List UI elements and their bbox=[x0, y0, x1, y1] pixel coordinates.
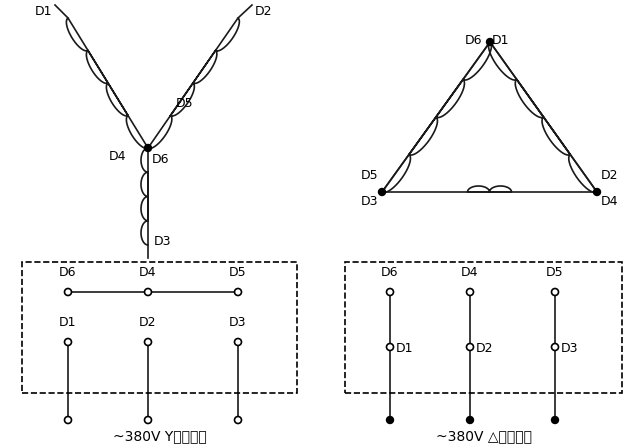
Text: D2: D2 bbox=[601, 169, 618, 182]
Bar bbox=[612, 0, 640, 18]
Circle shape bbox=[65, 289, 72, 296]
Circle shape bbox=[145, 289, 152, 296]
Circle shape bbox=[145, 339, 152, 345]
Circle shape bbox=[145, 145, 152, 151]
Circle shape bbox=[145, 417, 152, 423]
Circle shape bbox=[552, 417, 559, 423]
Circle shape bbox=[593, 189, 600, 195]
Text: D6: D6 bbox=[381, 266, 399, 279]
Circle shape bbox=[378, 189, 385, 195]
Bar bbox=[345, 262, 622, 393]
Text: D3: D3 bbox=[360, 195, 378, 208]
Circle shape bbox=[552, 289, 559, 296]
Text: D1: D1 bbox=[60, 316, 77, 329]
Text: D1: D1 bbox=[35, 5, 52, 18]
Text: D5: D5 bbox=[176, 96, 194, 109]
Text: D3: D3 bbox=[561, 341, 579, 354]
Text: D2: D2 bbox=[476, 341, 493, 354]
Circle shape bbox=[387, 289, 394, 296]
Circle shape bbox=[552, 344, 559, 350]
Text: D2: D2 bbox=[140, 316, 157, 329]
Circle shape bbox=[467, 289, 474, 296]
Text: D4: D4 bbox=[109, 150, 126, 163]
Circle shape bbox=[234, 417, 241, 423]
Bar bbox=[22, 262, 297, 393]
Text: ~380V △形接线法: ~380V △形接线法 bbox=[435, 429, 531, 443]
Text: D6: D6 bbox=[152, 153, 170, 166]
Circle shape bbox=[467, 344, 474, 350]
Circle shape bbox=[387, 417, 394, 423]
Circle shape bbox=[65, 339, 72, 345]
Text: D4: D4 bbox=[601, 195, 618, 208]
Text: ~380V Y形接线法: ~380V Y形接线法 bbox=[113, 429, 206, 443]
Text: D6: D6 bbox=[60, 266, 77, 279]
Circle shape bbox=[65, 417, 72, 423]
Text: D1: D1 bbox=[492, 34, 509, 47]
Text: D5: D5 bbox=[360, 169, 378, 182]
Text: D5: D5 bbox=[546, 266, 564, 279]
Text: D3: D3 bbox=[229, 316, 247, 329]
Text: D4: D4 bbox=[140, 266, 157, 279]
Text: D6: D6 bbox=[465, 34, 482, 47]
Circle shape bbox=[387, 344, 394, 350]
Text: D3: D3 bbox=[154, 234, 172, 247]
Text: D2: D2 bbox=[255, 5, 273, 18]
Text: D4: D4 bbox=[461, 266, 479, 279]
Circle shape bbox=[486, 39, 493, 46]
Text: D5: D5 bbox=[229, 266, 247, 279]
Circle shape bbox=[234, 289, 241, 296]
Circle shape bbox=[467, 417, 474, 423]
Text: D1: D1 bbox=[396, 341, 413, 354]
Circle shape bbox=[234, 339, 241, 345]
